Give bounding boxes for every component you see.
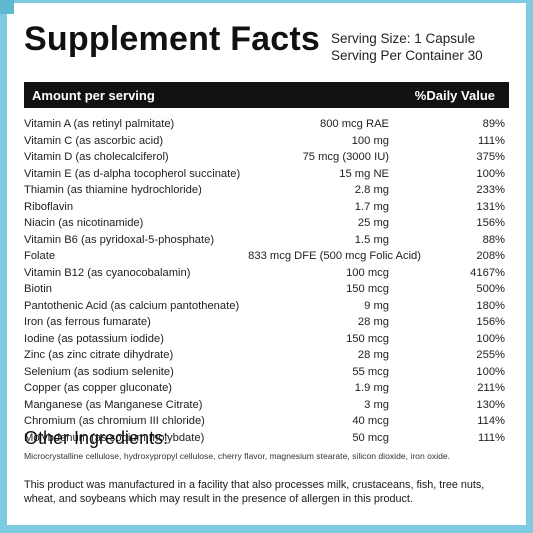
nutrient-amount: 28 mg — [357, 349, 389, 361]
nutrient-name: Vitamin C (as ascorbic acid) — [24, 134, 164, 147]
nutrient-row: Copper (as copper gluconate) 1.9 mg 211% — [24, 380, 509, 397]
nutrient-row: Biotin 150 mcg 500% — [24, 281, 509, 298]
header-daily-value: %Daily Value — [414, 88, 495, 103]
header-amount-per-serving: Amount per serving — [32, 88, 155, 103]
nutrient-amount: 150 mcg — [346, 332, 389, 345]
serving-info: Serving Size: 1 Capsule Serving Per Cont… — [331, 30, 483, 64]
nutrient-name: Riboflavin — [24, 200, 74, 213]
servings-per-container: Serving Per Container 30 — [331, 48, 483, 63]
nutrient-row: Selenium (as sodium selenite) 55 mcg 100% — [24, 364, 509, 381]
serving-size: Serving Size: 1 Capsule — [331, 31, 476, 46]
nutrient-row: Pantothenic Acid (as calcium pantothenat… — [24, 298, 509, 315]
nutrient-table: Vitamin A (as retinyl palmitate) 800 mcg … — [24, 116, 509, 446]
nutrient-name: Pantothenic Acid (as calcium pantothenat… — [24, 299, 240, 312]
nutrient-amount: 1.7 mg — [354, 200, 389, 213]
nutrient-daily-value: 111% — [478, 134, 505, 147]
nutrient-daily-value: 156% — [476, 316, 505, 328]
nutrient-name: Vitamin D (as cholecalciferol) — [24, 151, 169, 163]
other-ingredients-text: Microcrystalline cellulose, hydroxypropy… — [24, 451, 451, 461]
nutrient-name: Zinc (as zinc citrate dihydrate) — [24, 349, 174, 361]
nutrient-name: Chromium (as chromium III chloride) — [24, 415, 205, 427]
nutrient-name: Biotin — [24, 283, 52, 295]
nutrient-amount: 75 mcg (3000 IU) — [302, 151, 389, 163]
nutrient-amount: 55 mcg — [352, 365, 389, 378]
nutrient-row: Vitamin C (as ascorbic acid) 100 mg 111% — [24, 133, 509, 150]
nutrient-daily-value: 211% — [477, 382, 505, 394]
nutrient-daily-value: 255% — [476, 349, 505, 361]
nutrient-name: Thiamin (as thiamine hydrochloride) — [24, 184, 202, 196]
panel-title: Supplement Facts — [24, 20, 321, 58]
other-ingredients-title: Other Ingredients: — [24, 428, 169, 448]
nutrient-row: Zinc (as zinc citrate dihydrate) 28 mg 255… — [24, 347, 509, 364]
nutrient-amount: 15 mg NE — [339, 167, 389, 180]
nutrient-amount: 150 mcg — [346, 283, 389, 295]
nutrient-row: Niacin (as nicotinamide) 25 mg 156% — [24, 215, 509, 232]
nutrient-row: Vitamin A (as retinyl palmitate) 800 mcg … — [24, 116, 509, 133]
nutrient-row: Vitamin B6 (as pyridoxal-5-phosphate) 1.5… — [24, 232, 509, 249]
nutrient-row: Iodine (as potassium iodide) 150 mcg 100% — [24, 331, 509, 348]
nutrient-daily-value: 111% — [478, 431, 505, 444]
table-header: Amount per serving %Daily Value — [24, 82, 509, 108]
nutrient-amount: 100 mg — [351, 134, 389, 147]
nutrient-amount: 800 mcg RAE — [319, 118, 389, 130]
nutrient-name: Vitamin B12 (as cyanocobalamin) — [24, 266, 191, 279]
nutrient-daily-value: 180% — [476, 299, 505, 312]
nutrient-amount: 1.9 mg — [354, 382, 389, 394]
nutrient-name: Vitamin E (as d-alpha tocopherol succina… — [24, 167, 241, 180]
nutrient-amount: 2.8 mg — [354, 184, 389, 196]
nutrient-row: Vitamin D (as cholecalciferol) 75 mcg (30… — [24, 149, 509, 166]
nutrient-name: Niacin (as nicotinamide) — [24, 217, 144, 229]
nutrient-daily-value: 375% — [476, 151, 505, 163]
nutrient-daily-value: 500% — [476, 283, 505, 295]
allergen-statement: This product was manufactured in a facil… — [24, 479, 485, 505]
nutrient-name: Manganese (as Manganese Citrate) — [24, 398, 203, 411]
nutrient-daily-value: 233% — [476, 184, 505, 196]
nutrient-amount: 50 mcg — [352, 431, 389, 444]
nutrient-daily-value: 100% — [476, 332, 505, 345]
nutrient-daily-value: 89% — [482, 118, 505, 130]
nutrient-row: Vitamin B12 (as cyanocobalamin) 100 mcg 41… — [24, 265, 509, 282]
nutrient-name: Vitamin B6 (as pyridoxal-5-phosphate) — [24, 233, 215, 246]
nutrient-amount: 40 mcg — [352, 415, 389, 427]
nutrient-daily-value: 100% — [476, 365, 505, 378]
nutrient-amount: 833 mcg DFE (500 mcg Folic Acid) — [248, 250, 421, 262]
nutrient-daily-value: 4167% — [470, 266, 505, 279]
nutrient-amount: 100 mcg — [346, 266, 389, 279]
nutrient-daily-value: 100% — [476, 167, 505, 180]
nutrient-amount: 25 mg — [357, 217, 389, 229]
nutrient-row: Riboflavin 1.7 mg 131% — [24, 199, 509, 216]
nutrient-amount: 28 mg — [357, 316, 389, 328]
nutrient-amount: 1.5 mg — [354, 233, 389, 246]
nutrient-amount: 3 mg — [364, 398, 389, 411]
nutrient-row: Manganese (as Manganese Citrate) 3 mg 130% — [24, 397, 509, 414]
nutrient-daily-value: 156% — [476, 217, 505, 229]
nutrient-row: Thiamin (as thiamine hydrochloride) 2.8 m… — [24, 182, 509, 199]
nutrient-row: Iron (as ferrous fumarate) 28 mg 156% — [24, 314, 509, 331]
nutrient-name: Iron (as ferrous fumarate) — [24, 316, 151, 328]
nutrient-name: Molybdenum (as sodium molybdate) — [24, 431, 205, 444]
nutrient-name: Copper (as copper gluconate) — [24, 382, 173, 394]
nutrient-row: Chromium (as chromium III chloride) 40 mc… — [24, 413, 509, 430]
nutrient-daily-value: 130% — [476, 398, 505, 411]
nutrient-row: Vitamin E (as d-alpha tocopherol succina… — [24, 166, 509, 183]
nutrient-amount: 9 mg — [364, 299, 389, 312]
nutrient-daily-value: 131% — [476, 200, 505, 213]
corner-accent — [0, 0, 14, 14]
nutrient-row: Folate 833 mcg DFE (500 mcg Folic Acid) 20… — [24, 248, 509, 265]
nutrient-name: Folate — [24, 250, 56, 262]
nutrient-name: Iodine (as potassium iodide) — [24, 332, 164, 345]
nutrient-name: Selenium (as sodium selenite) — [24, 365, 174, 378]
nutrient-row: Molybdenum (as sodium molybdate) 50 mcg 11… — [24, 430, 509, 447]
nutrient-daily-value: 208% — [476, 250, 505, 262]
nutrient-name: Vitamin A (as retinyl palmitate) — [24, 118, 175, 130]
nutrient-daily-value: 114% — [477, 415, 505, 427]
nutrient-daily-value: 88% — [482, 233, 505, 246]
